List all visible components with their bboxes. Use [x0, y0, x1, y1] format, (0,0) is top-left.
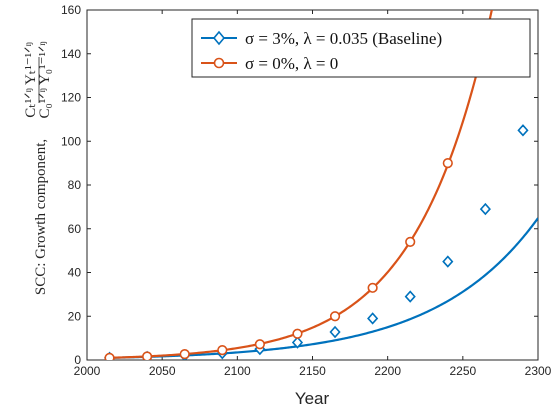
- series-1-marker: [442, 158, 453, 169]
- y-tick-label: 160: [61, 3, 81, 17]
- x-tick-label: 2000: [74, 364, 101, 378]
- series-0-marker: [367, 312, 379, 325]
- series-1-marker: [292, 328, 303, 339]
- legend-marker-diamond: [212, 30, 226, 46]
- series-1-marker: [329, 311, 341, 322]
- x-tick-label: 2100: [224, 364, 251, 378]
- y-axis-label-numerator: Cₜ¹ᐟᵑ Yₜ¹⁻¹ᐟᵑ: [23, 42, 39, 117]
- y-tick-label: 0: [74, 353, 81, 367]
- y-axis-label-text: SCC: Growth component,: [33, 139, 49, 295]
- series-1-marker: [367, 282, 378, 293]
- x-tick-label: 2200: [374, 364, 401, 378]
- x-axis-label: Year: [295, 389, 330, 408]
- series-1-marker: [179, 348, 190, 360]
- series-0-marker: [517, 124, 529, 137]
- legend-box: [191, 18, 531, 78]
- series-1-marker: [217, 345, 228, 356]
- series-0-marker: [442, 255, 454, 268]
- legend: σ = 3%, λ = 0.035 (Baseline) σ = 0%, λ =…: [191, 18, 531, 78]
- y-tick-label: 40: [68, 266, 82, 280]
- series-0-marker: [404, 290, 416, 303]
- x-tick-label: 2050: [149, 364, 176, 378]
- y-tick-label: 80: [68, 178, 82, 192]
- x-tick-label: 2250: [449, 364, 476, 378]
- series-1-marker: [254, 339, 265, 350]
- x-tick-label: 2300: [525, 364, 551, 378]
- y-tick-label: 60: [68, 222, 82, 236]
- series-1-marker: [405, 236, 416, 247]
- series-1-marker: [104, 352, 115, 360]
- y-tick-label: 100: [61, 134, 81, 148]
- series-0-marker: [479, 202, 491, 216]
- legend-marker-circle: [213, 57, 225, 69]
- y-axis-label-denominator: C₀¹ᐟᵑ Y₀¹⁻¹ᐟᵑ: [37, 41, 53, 118]
- legend-label-baseline: σ = 3%, λ = 0.035 (Baseline): [245, 29, 442, 48]
- y-tick-label: 20: [68, 309, 82, 323]
- series-0-marker: [291, 336, 304, 349]
- series-layer: [103, 10, 538, 360]
- series-1-marker: [142, 351, 153, 360]
- series-0-marker: [329, 325, 341, 339]
- x-tick-label: 2150: [299, 364, 326, 378]
- y-tick-label: 120: [61, 91, 81, 105]
- legend-label-zero: σ = 0%, λ = 0: [245, 54, 338, 73]
- y-tick-label: 140: [61, 47, 81, 61]
- axis-ticks: 2000 2050 2100 2150 2200 2250 2300 0 20 40 60 80 100…: [61, 3, 551, 378]
- y-axis-label: SCC: Growth component, Cₜ¹ᐟᵑ Yₜ¹⁻¹ᐟᵑ C₀¹…: [23, 41, 53, 295]
